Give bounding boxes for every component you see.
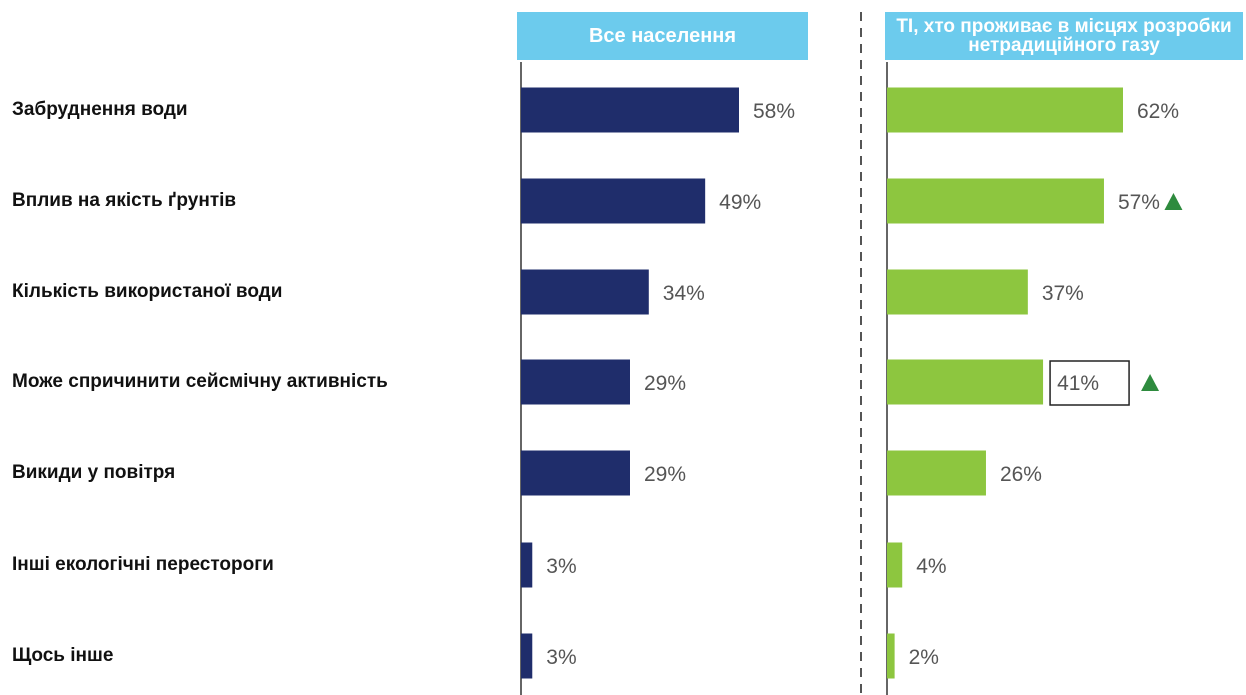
up-triangle-icon	[1141, 374, 1160, 391]
highlight-box	[1049, 360, 1130, 406]
value-label-all-1: 58%	[753, 100, 795, 123]
value-label-gas-6: 4%	[916, 555, 946, 578]
bar-all-7	[521, 633, 533, 679]
bar-all-4	[521, 359, 630, 405]
panel-header-bg-1	[517, 12, 808, 60]
bar-gas-3	[887, 269, 1028, 315]
bar-gas-6	[887, 542, 903, 588]
value-label-all-4: 29%	[644, 372, 686, 395]
value-label-all-7: 3%	[546, 646, 576, 669]
bar-gas-7	[887, 633, 895, 679]
value-label-gas-3: 37%	[1042, 282, 1084, 305]
bar-all-1	[521, 87, 739, 133]
category-label: Може спричинити сейсмічну активність	[12, 371, 388, 392]
category-label: Інші екологічні перестороги	[12, 554, 274, 575]
panel-header-gas-regions-text: ТІ, хто проживає в місцях розробки нетра…	[896, 16, 1232, 56]
bar-gas-4	[887, 359, 1044, 405]
value-label-gas-7: 2%	[909, 646, 939, 669]
bar-all-5	[521, 450, 630, 496]
bar-gas-1	[887, 87, 1123, 133]
value-label-all-5: 29%	[644, 463, 686, 486]
panel-header-all-population: Все населення	[517, 12, 808, 60]
panel-header-all-population-text: Все населення	[588, 25, 737, 47]
value-label-gas-4: 41%	[1057, 372, 1099, 395]
bar-gas-2	[887, 178, 1104, 224]
up-triangle-icon	[1164, 193, 1183, 210]
value-label-gas-1: 62%	[1137, 100, 1179, 123]
bar-gas-5	[887, 450, 986, 496]
category-label: Щось інше	[12, 645, 114, 666]
bar-all-6	[521, 542, 533, 588]
category-label: Вплив на якість ґрунтів	[12, 190, 237, 211]
value-label-all-2: 49%	[719, 191, 761, 214]
value-label-all-3: 34%	[663, 282, 705, 305]
category-label: Кількість використаної води	[12, 281, 283, 302]
category-label: Забруднення води	[12, 99, 188, 120]
category-label: Викиди у повітря	[12, 462, 176, 483]
bar-all-2	[521, 178, 706, 224]
bar-all-3	[521, 269, 649, 315]
panel-header-bg-2	[885, 12, 1243, 60]
panel-header-gas-regions: ТІ, хто проживає в місцях розробки нетра…	[885, 12, 1243, 60]
value-label-gas-5: 26%	[1000, 463, 1042, 486]
value-label-all-6: 3%	[546, 555, 576, 578]
value-label-gas-2: 57%	[1118, 191, 1160, 214]
